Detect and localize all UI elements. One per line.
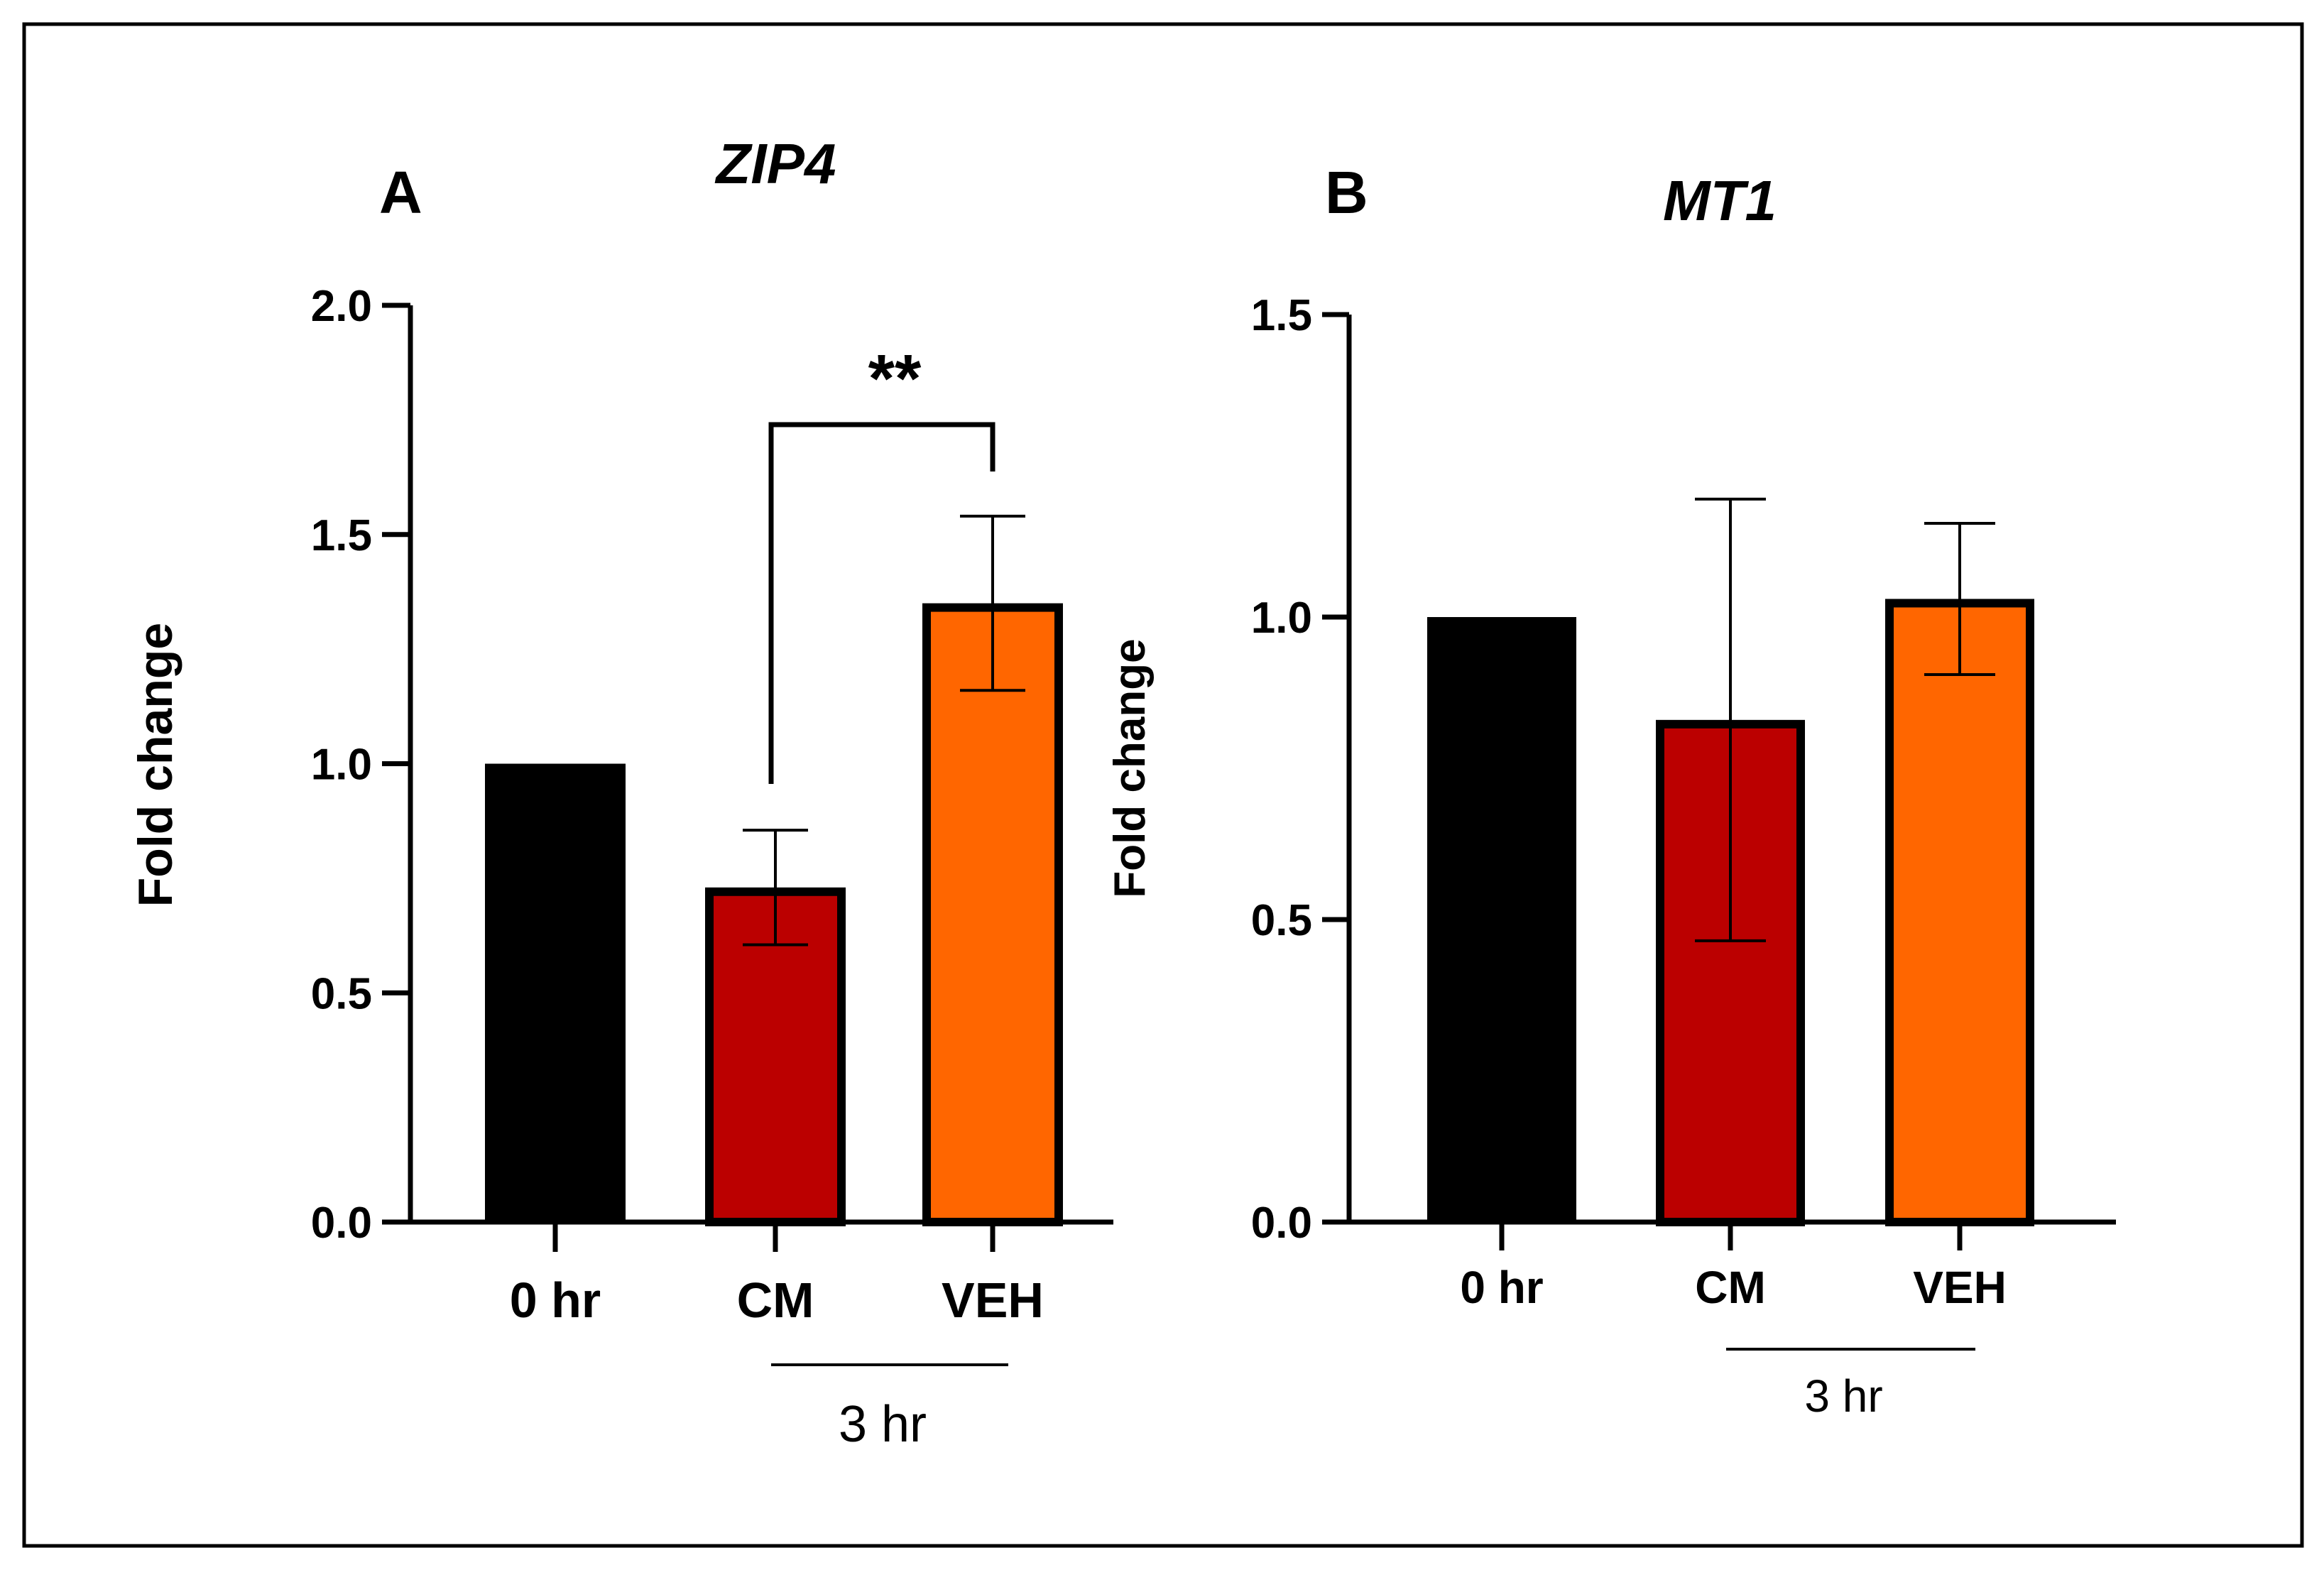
x-tick-label: CM [737,1272,814,1328]
panel-b-letter: B [1325,159,1368,226]
bar-cm [705,887,846,1227]
panel-a-group-label: 3 hr [839,1396,927,1453]
panel-a: A ZIP4 Fold change 0.0 0.5 1.0 1.5 2.0 0 hr C… [129,132,1113,1453]
y-tick-label: 0.0 [311,1199,372,1248]
panel-b: B MT1 Fold change 0.0 0.5 1.0 1.5 0 hr CM VEH… [1106,159,2116,1422]
y-tick-label: 0.5 [1251,896,1312,945]
panel-a-title: ZIP4 [715,132,836,195]
panel-a-bars [485,514,1063,1227]
y-tick-label: 0.5 [311,969,372,1018]
panel-a-axes [408,305,1113,1225]
panel-a-y-axis-label: Fold change [129,623,182,907]
y-tick-label: 0.0 [1251,1199,1312,1248]
significance-bracket [768,422,995,784]
x-tick-label: 0 hr [1460,1262,1543,1313]
bar-0-hr [1427,617,1576,1222]
panel-a-x-ticks: 0 hr CM VEH [510,1222,1044,1328]
panel-a-significance: ** [768,341,995,784]
panel-a-letter: A [379,159,422,226]
significance-label: ** [868,341,922,417]
x-tick-label: CM [1695,1262,1766,1313]
y-tick-label: 1.5 [311,511,372,560]
x-tick-label: VEH [1913,1262,2007,1313]
panel-b-group-label: 3 hr [1804,1370,1882,1422]
y-tick-label: 2.0 [311,282,372,331]
panel-b-title: MT1 [1663,169,1777,232]
y-tick-label: 1.0 [1251,594,1312,643]
panel-b-bars [1427,497,2034,1226]
x-tick-label: VEH [942,1272,1044,1328]
panel-b-y-ticks: 0.0 0.5 1.0 1.5 [1251,291,1349,1248]
panel-b-group-3hr: 3 hr [1726,1348,1975,1422]
panel-b-x-ticks: 0 hr CM VEH [1460,1222,2007,1313]
panel-b-y-axis-label: Fold change [1106,638,1155,898]
bar-veh [1885,599,2034,1226]
bar-0-hr [485,763,626,1222]
panel-a-group-3hr: 3 hr [771,1363,1008,1453]
panel-a-y-ticks: 0.0 0.5 1.0 1.5 2.0 [311,282,410,1248]
bar-veh [922,603,1063,1226]
y-tick-label: 1.0 [311,741,372,790]
x-tick-label: 0 hr [510,1272,601,1328]
y-tick-label: 1.5 [1251,291,1312,340]
